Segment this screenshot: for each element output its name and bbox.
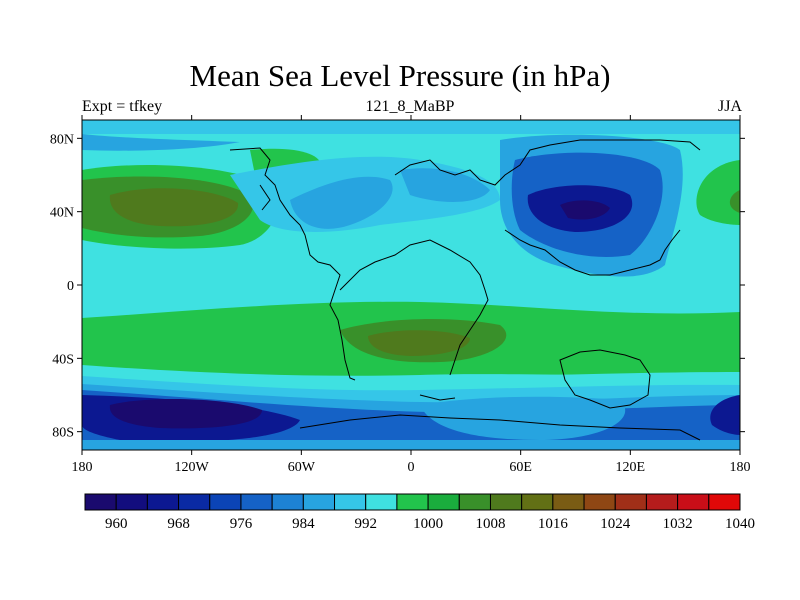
lon-tick-label: 120E bbox=[616, 460, 646, 475]
colorbar-label: 1000 bbox=[413, 516, 443, 532]
colorbar-swatch bbox=[178, 493, 211, 511]
coast-central-am bbox=[259, 184, 271, 211]
coast-south-tip bbox=[419, 394, 456, 401]
colorbar-swatch bbox=[521, 493, 554, 511]
colorbar-label: 976 bbox=[230, 516, 253, 532]
lat-tick-label: 40S bbox=[52, 352, 74, 367]
field-epac-1008 bbox=[696, 160, 740, 225]
colorbar-label: 992 bbox=[354, 516, 377, 532]
coast-americas bbox=[229, 147, 356, 381]
colorbar-swatch bbox=[334, 493, 367, 511]
colorbar-label: 960 bbox=[105, 516, 128, 532]
colorbar-label: 1016 bbox=[538, 516, 569, 532]
colorbar-label: 1024 bbox=[600, 516, 631, 532]
colorbar-label: 1008 bbox=[475, 516, 505, 532]
lon-ticks: 180 120W 60W 0 60E 120E 180 bbox=[72, 115, 751, 475]
field-antarctic-984 bbox=[82, 440, 740, 450]
field-so-960-pacific bbox=[109, 398, 262, 429]
lon-tick-label: 180 bbox=[72, 460, 93, 475]
field-indian-984 bbox=[420, 396, 626, 440]
colorbar-labels: 960 968 976 984 992 1000 1008 1016 1024 1032 1040 bbox=[105, 516, 755, 532]
coast-antarctica bbox=[299, 414, 701, 441]
field-satl-1016 bbox=[368, 330, 470, 356]
field-eurasia-984b bbox=[400, 168, 490, 202]
colorbar-swatch bbox=[365, 493, 398, 511]
colorbar-swatch bbox=[146, 493, 180, 511]
colorbar-swatch bbox=[209, 493, 242, 511]
colorbar-swatch bbox=[677, 493, 710, 511]
lon-tick-label: 180 bbox=[730, 460, 751, 475]
coast-australia bbox=[559, 349, 651, 409]
lon-tick-label: 0 bbox=[408, 460, 415, 475]
field-arctic-984 bbox=[82, 134, 240, 151]
colorbar-label: 1040 bbox=[725, 516, 755, 532]
coast-eurasia-north bbox=[394, 139, 701, 186]
field-so-968-east bbox=[710, 395, 740, 435]
colorbar-swatch bbox=[427, 493, 460, 511]
colorbar bbox=[84, 493, 741, 511]
case-label: 121_8_MaBP bbox=[365, 98, 455, 115]
pressure-field bbox=[82, 120, 740, 450]
colorbar-swatch bbox=[84, 493, 117, 511]
page-title: Mean Sea Level Pressure (in hPa) bbox=[189, 58, 611, 93]
colorbar-swatch bbox=[583, 493, 616, 511]
lon-tick-label: 120W bbox=[175, 460, 210, 475]
lat-ticks: 80N 40N 0 40S 80S bbox=[50, 132, 745, 441]
lat-tick-label: 0 bbox=[67, 279, 74, 294]
field-eurasia-984 bbox=[290, 176, 393, 229]
coast-asia-south bbox=[504, 229, 681, 276]
colorbar-swatch bbox=[115, 493, 148, 511]
lat-tick-label: 40N bbox=[50, 206, 74, 221]
colorbar-swatch bbox=[458, 493, 491, 511]
season-label: JJA bbox=[717, 98, 742, 115]
field-arctic-992 bbox=[82, 120, 740, 134]
coastlines bbox=[229, 139, 701, 441]
experiment-label: Expt = tfkey bbox=[82, 98, 163, 115]
colorbar-label: 1032 bbox=[663, 516, 693, 532]
lat-tick-label: 80S bbox=[52, 426, 74, 441]
lat-tick-label: 80N bbox=[50, 132, 74, 147]
field-asia-960 bbox=[560, 200, 610, 220]
colorbar-swatch bbox=[489, 493, 523, 511]
field-epac-1012 bbox=[729, 190, 740, 213]
coast-africa bbox=[339, 239, 489, 376]
colorbar-swatch bbox=[240, 493, 273, 511]
colorbar-swatch bbox=[302, 493, 336, 511]
colorbar-swatch bbox=[396, 493, 429, 511]
lon-tick-label: 60W bbox=[288, 460, 316, 475]
colorbar-swatch bbox=[552, 493, 585, 511]
lon-tick-label: 60E bbox=[509, 460, 532, 475]
colorbar-swatch bbox=[645, 493, 679, 511]
colorbar-swatch bbox=[614, 493, 647, 511]
field-npac-1016 bbox=[109, 188, 239, 227]
colorbar-label: 968 bbox=[167, 516, 190, 532]
colorbar-label: 984 bbox=[292, 516, 315, 532]
colorbar-swatch bbox=[271, 493, 304, 511]
colorbar-swatch bbox=[708, 493, 741, 511]
